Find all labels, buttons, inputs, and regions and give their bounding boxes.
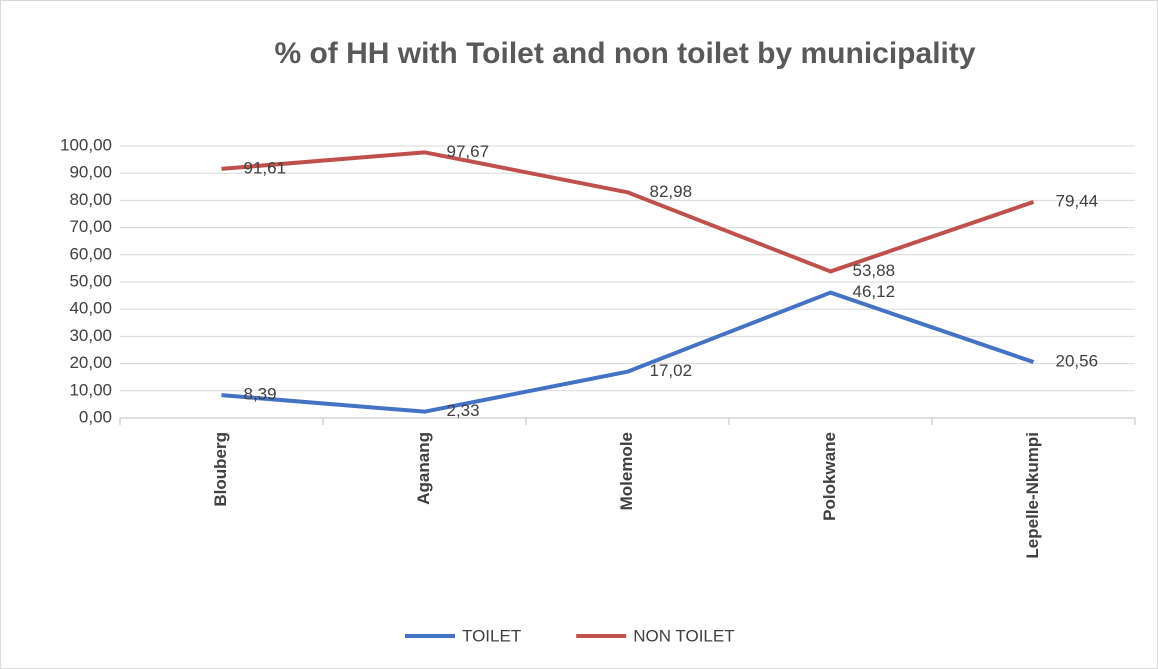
y-tick-label: 50,00 xyxy=(69,271,112,290)
data-label: 79,44 xyxy=(1056,191,1099,210)
legend-label: TOILET xyxy=(462,626,521,645)
y-tick-label: 10,00 xyxy=(69,380,112,399)
data-label: 46,12 xyxy=(853,282,896,301)
series-line xyxy=(221,150,1035,274)
x-tick-label: Molemole xyxy=(617,432,636,510)
data-label: 2,33 xyxy=(447,401,480,420)
y-tick-label: 40,00 xyxy=(69,299,112,318)
y-tick-label: 90,00 xyxy=(69,163,112,182)
data-label: 53,88 xyxy=(853,261,896,280)
x-tick-label: Blouberg xyxy=(211,432,230,507)
data-label: 91,61 xyxy=(244,158,287,177)
y-tick-label: 20,00 xyxy=(69,353,112,372)
y-tick-label: 80,00 xyxy=(69,190,112,209)
y-tick-label: 60,00 xyxy=(69,244,112,263)
x-tick-label: Lepelle-Nkumpi xyxy=(1023,432,1042,559)
data-label: 8,39 xyxy=(244,385,277,404)
x-tick-label: Polokwane xyxy=(820,432,839,521)
chart-title: % of HH with Toilet and non toilet by mu… xyxy=(274,37,975,70)
data-label: 20,56 xyxy=(1056,352,1099,371)
y-tick-label: 0,00 xyxy=(79,407,112,426)
y-tick-label: 30,00 xyxy=(69,326,112,345)
data-label: 17,02 xyxy=(650,361,693,380)
x-tick-label: Aganang xyxy=(414,432,433,505)
legend-label: NON TOILET xyxy=(633,626,734,645)
data-label: 82,98 xyxy=(650,182,693,201)
y-tick-label: 70,00 xyxy=(69,217,112,236)
series-line xyxy=(221,290,1035,414)
y-tick-label: 100,00 xyxy=(60,135,112,154)
data-label: 97,67 xyxy=(447,142,490,161)
